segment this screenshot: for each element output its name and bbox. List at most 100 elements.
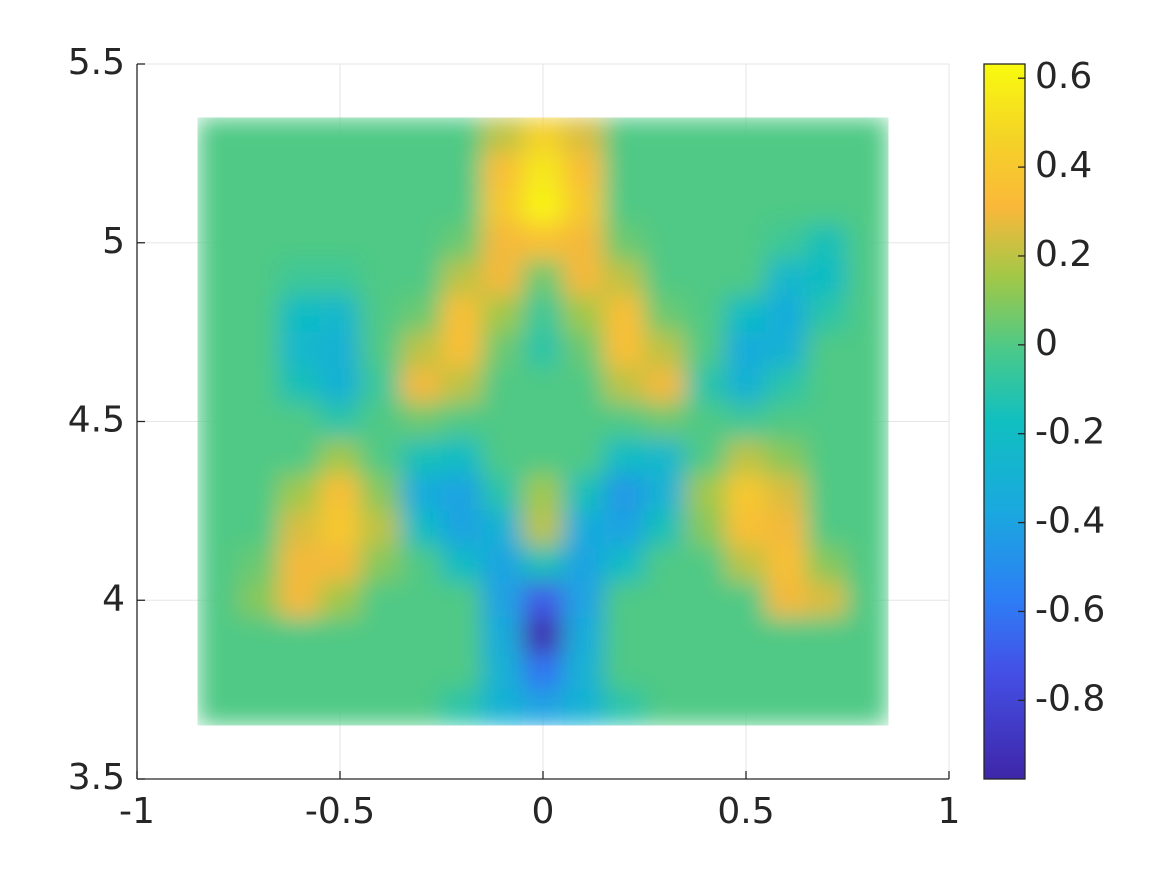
heatmap-cell — [400, 581, 442, 619]
heatmap-cell — [441, 295, 483, 333]
heatmap-cell — [644, 510, 686, 548]
heatmap-cell — [847, 331, 889, 369]
heatmap-cell — [522, 510, 564, 548]
heatmap-cell — [197, 438, 239, 476]
heatmap-cell — [319, 581, 361, 619]
heatmap-cell — [644, 689, 686, 726]
heatmap-cell — [359, 546, 402, 583]
heatmap-cell — [359, 117, 402, 154]
heatmap-cell — [359, 224, 402, 262]
heatmap-cell — [319, 510, 361, 548]
heatmap-cell — [481, 581, 524, 619]
heatmap-cell — [522, 617, 564, 655]
heatmap-cell — [197, 617, 239, 655]
heatmap-cell — [319, 689, 361, 726]
heatmap-cell — [197, 474, 239, 512]
heatmap-cell — [765, 260, 808, 297]
heatmap-cell — [278, 295, 321, 333]
heatmap-cell — [562, 403, 605, 440]
heatmap-cell — [197, 224, 239, 262]
heatmap-cell — [725, 188, 767, 226]
heatmap-cell — [359, 152, 402, 190]
x-tick-label: -1 — [119, 791, 155, 832]
heatmap-cell — [806, 474, 848, 512]
heatmap-cell — [725, 367, 767, 405]
colorbar-tick-label: -0.2 — [1035, 412, 1105, 453]
heatmap-cell — [522, 331, 564, 369]
colorbar-tick-label: -0.8 — [1035, 678, 1105, 719]
heatmap-cell — [765, 188, 808, 226]
heatmap-cell — [806, 331, 848, 369]
heatmap-cell — [238, 510, 280, 548]
heatmap-cell — [684, 260, 727, 297]
heatmap-cell — [644, 438, 686, 476]
heatmap-cell — [725, 295, 767, 333]
heatmap-cell — [684, 295, 727, 333]
heatmap-cell — [644, 295, 686, 333]
heatmap-cell — [603, 188, 645, 226]
heatmap-cell — [684, 581, 727, 619]
heatmap-cell — [725, 331, 767, 369]
heatmap-cell — [765, 510, 808, 548]
heatmap-cell — [319, 546, 361, 583]
heatmap-cell — [603, 260, 645, 297]
heatmap-cell — [562, 295, 605, 333]
heatmap-cell — [441, 581, 483, 619]
heatmap-cell — [441, 117, 483, 154]
heatmap-cell — [359, 260, 402, 297]
heatmap-cell — [603, 510, 645, 548]
heatmap-cell — [725, 152, 767, 190]
heatmap-cell — [400, 188, 442, 226]
heatmap-cell — [400, 152, 442, 190]
heatmap-cell — [644, 152, 686, 190]
colorbar-tick-label: -0.4 — [1035, 501, 1105, 542]
heatmap-cell — [319, 188, 361, 226]
heatmap-cell — [644, 617, 686, 655]
heatmap-cell — [197, 152, 239, 190]
heatmap-cell — [522, 474, 564, 512]
heatmap-cell — [765, 117, 808, 154]
heatmap-cell — [278, 474, 321, 512]
heatmap-cell — [847, 260, 889, 297]
heatmap-cell — [481, 331, 524, 369]
heatmap-cell — [765, 295, 808, 333]
heatmap-cell — [725, 117, 767, 154]
heatmap-cell — [481, 617, 524, 655]
heatmap-cell — [806, 438, 848, 476]
heatmap-cell — [319, 295, 361, 333]
colorbar — [983, 63, 1026, 780]
heatmap-cell — [684, 367, 727, 405]
heatmap-cell — [319, 152, 361, 190]
heatmap-cell — [847, 224, 889, 262]
heatmap-cell — [684, 438, 727, 476]
heatmap-cell — [765, 331, 808, 369]
heatmap-cell — [278, 188, 321, 226]
heatmap-cell — [562, 224, 605, 262]
heatmap-cell — [847, 653, 889, 691]
heatmap — [197, 117, 889, 726]
heatmap-cell — [238, 224, 280, 262]
heatmap-cell — [522, 367, 564, 405]
heatmap-cell — [522, 653, 564, 691]
x-tick-label: 0.5 — [717, 791, 774, 832]
heatmap-cell — [806, 224, 848, 262]
heatmap-cell — [238, 117, 280, 154]
heatmap-cell — [238, 546, 280, 583]
heatmap-cell — [400, 438, 442, 476]
heatmap-cell — [644, 581, 686, 619]
heatmap-cell — [603, 403, 645, 440]
y-tick-label: 5 — [102, 221, 125, 262]
heatmap-cell — [644, 188, 686, 226]
heatmap-cell — [238, 188, 280, 226]
heatmap-cell — [400, 403, 442, 440]
x-tick-label: -0.5 — [305, 791, 375, 832]
x-tick-label: 0 — [532, 791, 555, 832]
heatmap-cell — [197, 403, 239, 440]
heatmap-cell — [603, 331, 645, 369]
heatmap-cell — [481, 295, 524, 333]
heatmap-cell — [522, 117, 564, 154]
heatmap-cell — [197, 546, 239, 583]
heatmap-cell — [400, 546, 442, 583]
heatmap-cell — [725, 546, 767, 583]
